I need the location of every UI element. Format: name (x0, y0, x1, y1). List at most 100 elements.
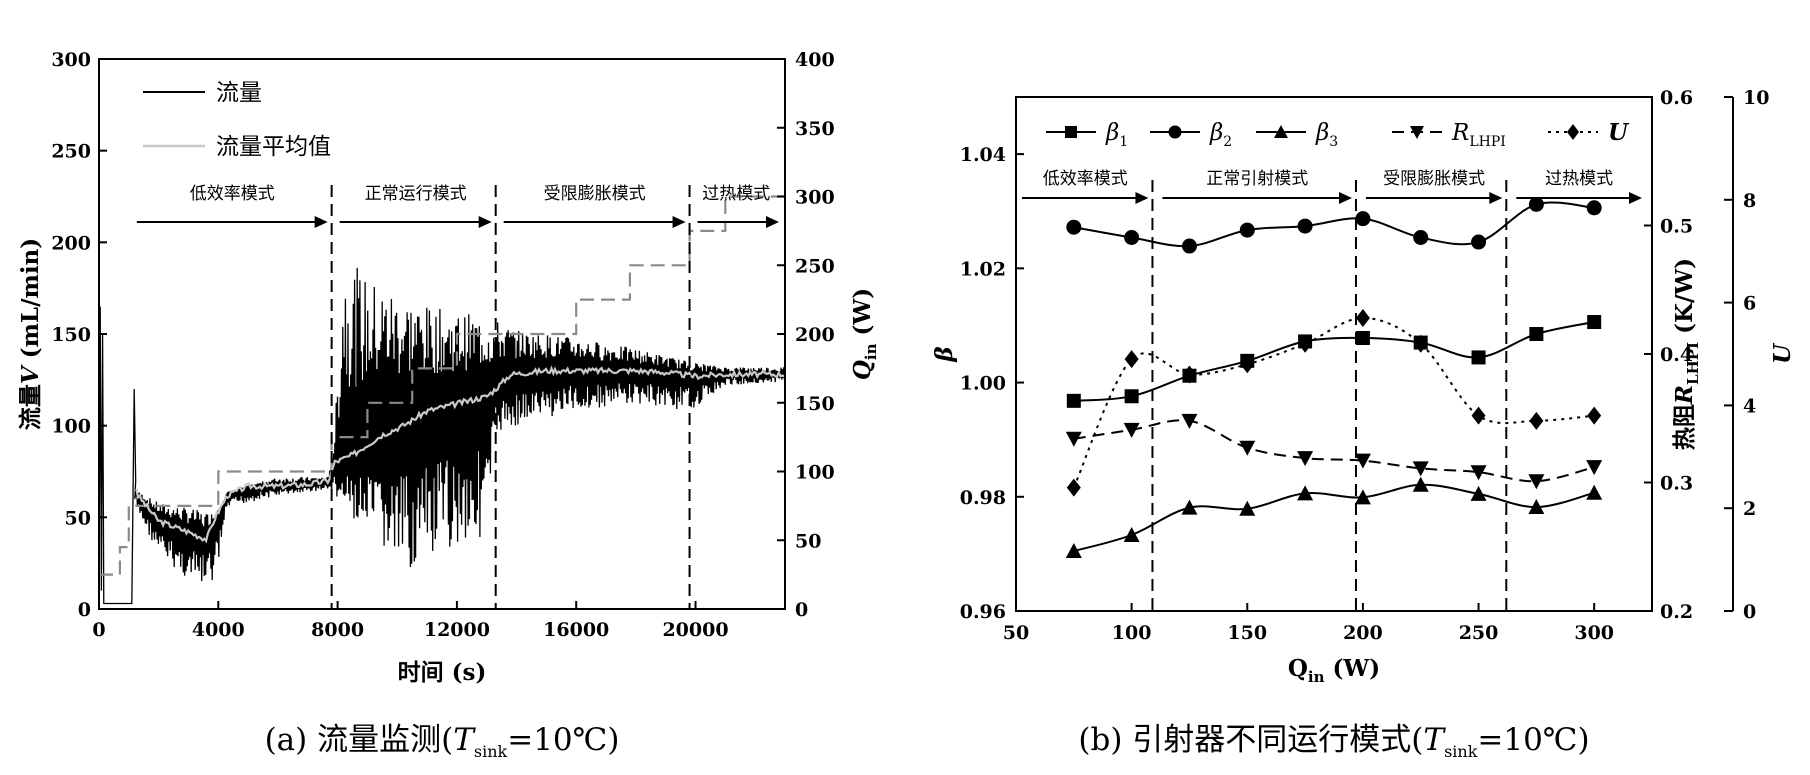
marker-β2-7 (1471, 234, 1487, 250)
y-tick-label-mid-b-0: 0.2 (1660, 601, 1693, 623)
marker-β1-9 (1587, 315, 1602, 330)
y-tick-label-left-a-4: 200 (51, 232, 91, 254)
mode-arrow-a-1-head (478, 216, 492, 228)
mode-arrow-a-2-head (672, 216, 686, 228)
marker-β2-9 (1586, 200, 1602, 216)
series-lines-a (99, 195, 785, 576)
caption-a-pre: (a) 流量监测( (265, 722, 454, 758)
marker-β2-6 (1413, 229, 1429, 245)
y-axis-label-left-b: β (931, 346, 958, 362)
mode-arrow-a-3-head (766, 216, 779, 228)
x-tick-label-b-3: 200 (1343, 622, 1383, 644)
y-tick-label-left-a-3: 150 (51, 324, 91, 346)
marker-U-1 (1124, 350, 1139, 369)
y-tick-label-right-b-0: 0 (1743, 601, 1756, 623)
y-tick-label-right-a-8: 400 (795, 49, 835, 71)
marker-U-8 (1529, 411, 1544, 430)
caption-b: (b) 引射器不同运行模式(Tsink=10℃) (1078, 722, 1589, 761)
caption-b-pre: (b) 引射器不同运行模式( (1078, 722, 1423, 758)
marker-β2-0 (1066, 219, 1082, 235)
caption-a-T: T (453, 722, 476, 758)
marker-β1-1 (1124, 389, 1139, 404)
marker-β3-1 (1123, 527, 1140, 543)
y-tick-label-right-b-4: 8 (1743, 190, 1756, 212)
marker-β2-5 (1355, 211, 1371, 227)
marker-RLHPI-5 (1354, 453, 1371, 469)
marker-U-2 (1182, 365, 1197, 384)
x-tick-label-a-2: 8000 (311, 619, 364, 641)
series-markers-b (1065, 196, 1603, 559)
mode-dividers-a (330, 185, 691, 609)
marker-β1-7 (1471, 350, 1486, 365)
marker-β1-8 (1529, 327, 1544, 342)
legend-label-U: U (1608, 119, 1630, 146)
marker-RLHPI-6 (1412, 461, 1429, 477)
series-line-β2 (1073, 201, 1595, 248)
y-tick-label-right-a-4: 200 (795, 324, 835, 346)
series-line-RLHPI (1073, 419, 1595, 483)
legend-marker-β3 (1274, 125, 1288, 138)
mode-label-a-1: 正常运行模式 (365, 184, 467, 204)
legend-marker-RLHPI (1410, 126, 1424, 139)
y-axis-label-right-b: U (1769, 342, 1796, 364)
marker-β3-9 (1586, 484, 1603, 500)
flow-band-group (98, 267, 786, 605)
marker-β3-5 (1354, 489, 1371, 505)
mode-arrow-b-1-head (1338, 192, 1352, 204)
y-tick-label-right-b-3: 6 (1743, 293, 1756, 315)
marker-RLHPI-2 (1181, 413, 1198, 429)
y-axis-label-mid-b: 热阻RLHPI (K/W) (1671, 258, 1702, 450)
marker-U-7 (1471, 406, 1486, 425)
legend-label-RLHPI: RLHPI (1451, 120, 1506, 150)
mode-label-a-3: 过热模式 (702, 184, 770, 204)
y-tick-label-right-a-6: 300 (795, 187, 835, 209)
y-tick-label-left-b-1: 0.98 (960, 487, 1006, 509)
marker-β3-8 (1528, 499, 1545, 515)
mode-label-a-2: 受限膨胀模式 (544, 184, 646, 204)
mode-arrow-a-0-head (314, 216, 328, 228)
marker-U-5 (1355, 309, 1370, 328)
y-tick-label-right-a-0: 0 (795, 599, 808, 621)
mode-label-b-2: 受限膨胀模式 (1383, 169, 1485, 189)
marker-U-4 (1298, 334, 1313, 353)
x-axis-label-a: 时间 (s) (398, 659, 487, 686)
marker-RLHPI-7 (1470, 465, 1487, 481)
x-tick-label-a-5: 20000 (662, 619, 728, 641)
mode-labels-b: 低效率模式 正常引射模式 受限膨胀模式 过热模式 (1022, 169, 1642, 204)
y-tick-label-left-b-0: 0.96 (960, 601, 1006, 623)
qin-step-line (99, 195, 785, 576)
marker-β3-2 (1181, 499, 1198, 515)
y-tick-label-right-a-1: 50 (795, 530, 821, 552)
y-axis-label-left-a: 流量V (mL/min) (17, 238, 44, 430)
panel-a: 0 4000 8000 12000 16000 200000501001502002503… (17, 49, 880, 686)
marker-RLHPI-4 (1297, 451, 1314, 467)
legend-label-β1: β1 (1105, 120, 1128, 150)
marker-β2-1 (1124, 229, 1140, 245)
marker-β2-2 (1181, 238, 1197, 254)
mode-arrow-b-3-head (1629, 192, 1642, 204)
mode-label-b-3: 过热模式 (1545, 169, 1613, 189)
marker-β3-4 (1297, 485, 1314, 501)
legend-flow-avg-label: 流量平均值 (216, 134, 331, 160)
x-axis-label-b: Qin (W) (1288, 655, 1380, 686)
x-tick-label-b-0: 50 (1003, 622, 1029, 644)
x-tick-label-a-1: 4000 (192, 619, 245, 641)
series-line-U (1072, 316, 1595, 489)
y-tick-label-mid-b-1: 0.3 (1660, 473, 1693, 495)
marker-β1-0 (1066, 393, 1081, 408)
marker-β3-7 (1470, 485, 1487, 501)
flow-avg-line (135, 365, 785, 544)
mode-label-a-0: 低效率模式 (190, 184, 275, 204)
y-tick-label-left-a-2: 100 (51, 416, 91, 438)
x-tick-label-b-1: 100 (1112, 622, 1152, 644)
legend-marker-β1 (1065, 126, 1077, 138)
y-tick-label-left-b-2: 1.00 (960, 373, 1006, 395)
marker-U-6 (1413, 334, 1428, 353)
marker-U-9 (1587, 406, 1602, 425)
marker-β3-3 (1239, 500, 1256, 516)
marker-RLHPI-8 (1528, 474, 1545, 490)
mode-label-b-1: 正常引射模式 (1206, 169, 1308, 189)
y-tick-label-mid-b-4: 0.6 (1660, 87, 1693, 109)
marker-β1-5 (1355, 331, 1370, 346)
